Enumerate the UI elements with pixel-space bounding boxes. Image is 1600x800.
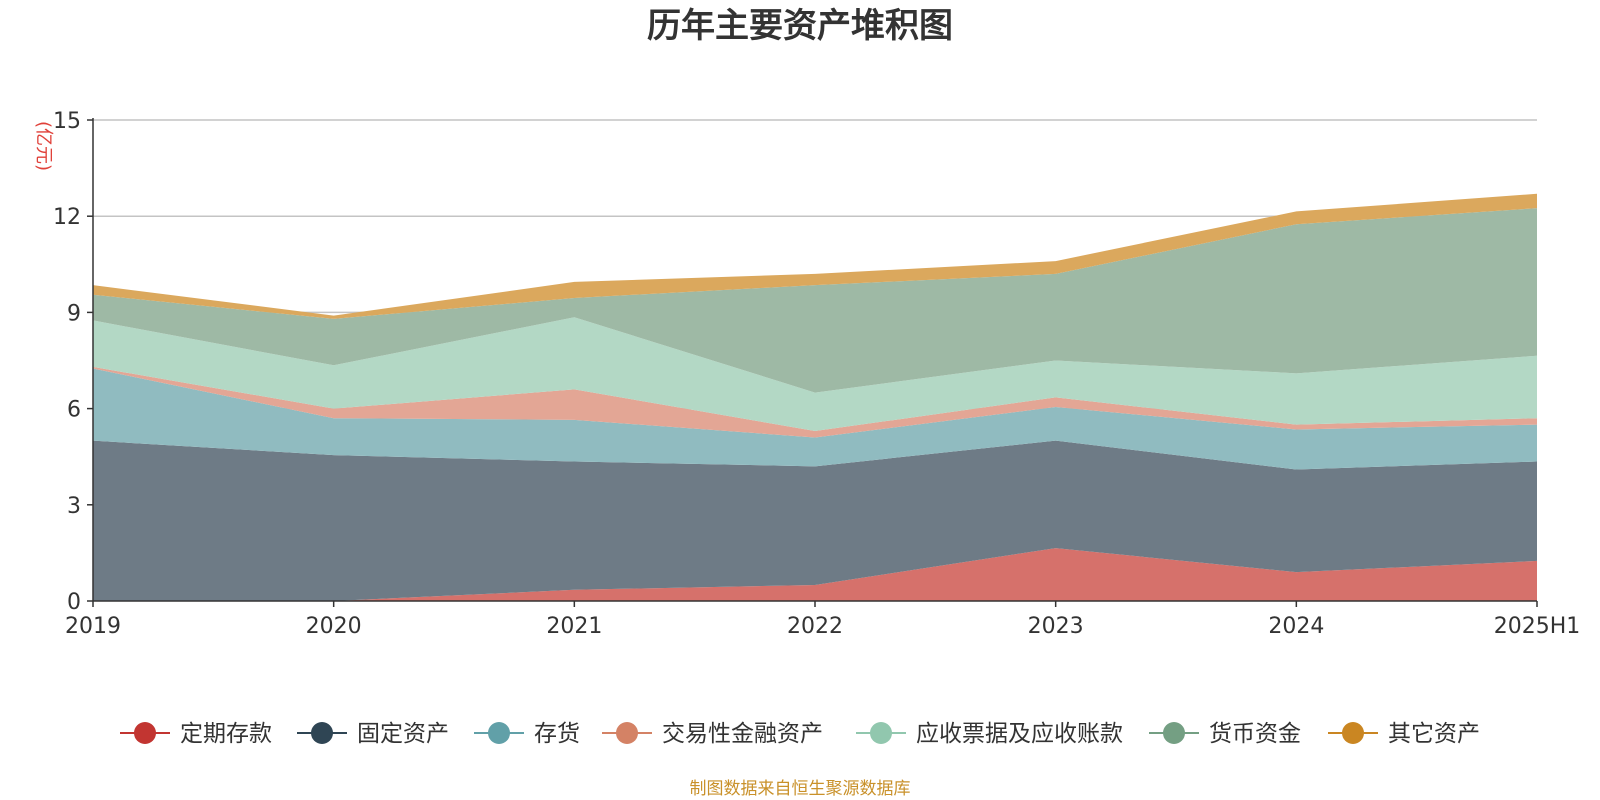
legend: 定期存款 固定资产 存货 交易性金融资产 应收票据及应收账款 货币资金 其它资产 (120, 721, 1480, 747)
legend-label: 定期存款 (180, 721, 272, 747)
y-tick-label: 15 (53, 109, 81, 134)
y-axis-unit-label: (亿元) (33, 121, 54, 171)
legend-item-4[interactable]: 应收票据及应收账款 (856, 721, 1123, 747)
axes: 0 3 6 9 12 15 2019 2020 2021 2022 2023 2024 2025H1 (亿… (33, 109, 1580, 639)
x-tick-label: 2022 (787, 614, 843, 639)
y-tick-label: 9 (67, 301, 81, 326)
legend-item-1[interactable]: 固定资产 (297, 721, 449, 747)
legend-item-2[interactable]: 存货 (474, 721, 580, 747)
legend-label: 交易性金融资产 (662, 721, 823, 747)
area-series (93, 193, 1537, 601)
legend-marker (311, 722, 333, 744)
area-series-0 (93, 548, 1537, 601)
y-tick-label: 0 (67, 590, 81, 615)
source-note: 制图数据来自恒生聚源数据库 (689, 779, 911, 799)
legend-label: 存货 (534, 721, 580, 747)
x-tick-label: 2023 (1028, 614, 1084, 639)
x-tick-label: 2025H1 (1494, 614, 1581, 639)
area-series-1 (93, 440, 1537, 601)
legend-label: 固定资产 (357, 721, 449, 747)
legend-item-0[interactable]: 定期存款 (120, 721, 272, 747)
legend-marker (134, 722, 156, 744)
chart-title: 历年主要资产堆积图 (647, 6, 953, 46)
legend-label: 其它资产 (1388, 721, 1480, 747)
legend-item-6[interactable]: 其它资产 (1328, 721, 1480, 747)
legend-marker (1163, 722, 1185, 744)
legend-label: 货币资金 (1209, 721, 1301, 747)
area-series-2 (93, 368, 1537, 470)
area-series-4 (93, 317, 1537, 432)
y-tick-label: 6 (67, 398, 81, 423)
x-tick-label: 2019 (65, 614, 121, 639)
x-tick-label: 2021 (546, 614, 602, 639)
x-tick-label: 2024 (1268, 614, 1324, 639)
y-tick-label: 3 (67, 494, 81, 519)
legend-item-3[interactable]: 交易性金融资产 (602, 721, 823, 747)
area-series-5 (93, 208, 1537, 393)
legend-label: 应收票据及应收账款 (916, 721, 1123, 747)
legend-marker (616, 722, 638, 744)
legend-marker (870, 722, 892, 744)
y-tick-label: 12 (53, 205, 81, 230)
area-series-6 (93, 193, 1537, 319)
x-tick-label: 2020 (306, 614, 362, 639)
legend-item-5[interactable]: 货币资金 (1149, 721, 1301, 747)
legend-marker (1342, 722, 1364, 744)
legend-marker (488, 722, 510, 744)
